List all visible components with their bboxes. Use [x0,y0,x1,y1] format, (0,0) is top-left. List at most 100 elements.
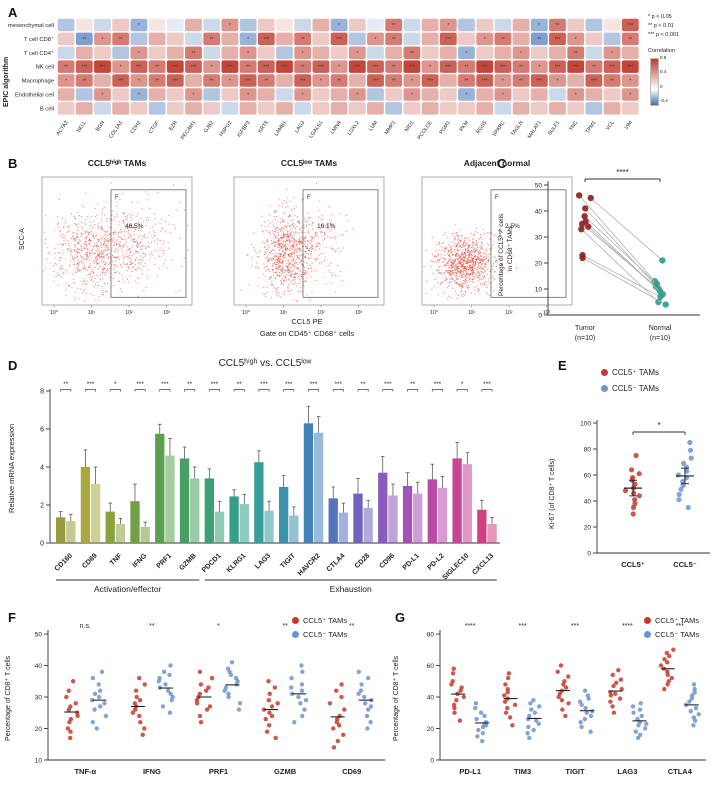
legend-g-neg-label: CCL5⁻ TAMs [655,630,700,639]
svg-text:0: 0 [538,312,542,319]
blue-dot-icon [292,631,299,638]
svg-text:mesenchymal cell: mesenchymal cell [8,23,54,29]
effector-y-axis-label: Percentage of CD8⁺ T cells [5,655,12,741]
svg-text:***: *** [161,381,169,388]
blue-dot-icon [644,631,651,638]
svg-text:16.1%: 16.1% [317,223,336,230]
svg-text:***: *** [136,381,144,388]
paired-y-axis-label-line1: Percentage of CCL5ʰⁱᵍʰ cells [498,213,505,296]
svg-text:30: 30 [35,694,43,701]
svg-text:GZMB: GZMB [178,552,198,572]
svg-text:CXCL13: CXCL13 [471,552,495,576]
svg-text:*: * [138,92,140,98]
svg-text:****: **** [465,623,476,630]
svg-text:*: * [217,623,220,630]
svg-text:PD-L2: PD-L2 [426,552,445,571]
svg-text:TNF-α: TNF-α [74,767,96,776]
svg-text:**: ** [519,65,523,71]
svg-text:CCL5⁺: CCL5⁺ [621,560,645,569]
svg-text:***: *** [81,65,87,71]
svg-text:T cell CD4⁺: T cell CD4⁺ [24,50,54,57]
svg-text:KRT8: KRT8 [257,120,270,134]
svg-text:**: ** [361,381,367,388]
svg-text:**: ** [149,623,155,630]
svg-text:LAG3: LAG3 [294,120,307,134]
svg-text:CTLA4: CTLA4 [668,767,693,776]
svg-text:0: 0 [587,550,591,557]
svg-text:2.5%: 2.5% [505,223,520,230]
svg-text:***: *** [172,79,178,85]
blue-dot-icon [601,385,608,392]
svg-text:0: 0 [40,540,44,547]
legend-ccl5-pos-label: CCL5⁺ TAMs [612,368,660,377]
svg-text:40: 40 [35,663,43,670]
svg-text:46.5%: 46.5% [125,223,144,230]
svg-text:***: *** [627,65,633,71]
svg-text:*: * [538,23,540,29]
svg-text:TIGIT: TIGIT [565,767,585,776]
flow-x-axis-label: CCL5 PE [291,317,323,326]
svg-text:**: ** [119,37,123,43]
svg-text:Normal: Normal [649,325,672,332]
svg-text:COL1A1: COL1A1 [108,120,124,140]
svg-text:***: *** [263,37,269,43]
svg-text:HSPG2: HSPG2 [219,120,234,138]
red-dot-icon [292,617,299,624]
svg-text:**: ** [64,65,68,71]
svg-text:****: **** [622,623,633,630]
svg-text:LAMB1: LAMB1 [273,120,288,137]
flow-y-axis-label: SCC-A [19,228,26,250]
svg-text:***: *** [555,65,561,71]
svg-text:10³: 10³ [355,310,363,316]
svg-text:**: ** [592,65,596,71]
colorbar-tick-4: -0.4 [660,98,668,103]
svg-text:***: *** [100,65,106,71]
svg-text:0: 0 [430,757,434,764]
svg-text:*: * [356,51,358,57]
svg-text:***: *** [300,79,306,85]
svg-text:***: *** [571,623,579,630]
svg-text:*: * [461,381,464,388]
svg-text:*: * [411,92,413,98]
panel-d-letter: D [8,358,18,373]
svg-text:20: 20 [535,260,543,267]
svg-text:**: ** [210,37,214,43]
svg-text:***: *** [373,65,379,71]
svg-text:10¹: 10¹ [88,310,96,316]
sig-legend-1: * p < 0.05 [648,14,672,20]
exhaustion-dotplot-canvas: 0 20 40 60 80 **** PD-L1 *** TIM3 *** TIGIT **** LAG… [427,623,706,776]
svg-text:*: * [138,79,140,85]
colorbar-tick-2: 0.4 [660,69,667,74]
svg-text:Macrophage: Macrophage [22,79,54,85]
svg-text:*: * [65,79,67,85]
svg-text:*: * [247,37,249,43]
svg-text:*: * [211,65,213,71]
svg-text:***: *** [482,79,488,85]
legend-f-neg-label: CCL5⁻ TAMs [303,630,348,639]
svg-text:PRF1: PRF1 [209,767,228,776]
legend-ccl5-pos: CCL5⁺ TAMs [601,368,659,377]
svg-text:***: *** [118,79,124,85]
svg-text:20: 20 [584,524,592,531]
svg-text:PGM1: PGM1 [439,120,452,136]
svg-text:***: *** [310,381,318,388]
svg-text:*: * [611,51,613,57]
svg-text:*: * [429,65,431,71]
svg-text:PRF1: PRF1 [155,552,173,570]
svg-text:20: 20 [427,726,435,733]
svg-text:B cell: B cell [40,106,54,112]
svg-text:PKM: PKM [459,120,470,133]
svg-text:**: ** [264,79,268,85]
svg-text:*: * [247,92,249,98]
svg-text:IFNG: IFNG [132,552,149,569]
svg-text:***: *** [336,37,342,43]
svg-text:***: *** [172,65,178,71]
svg-text:*: * [375,37,377,43]
svg-text:*: * [520,51,522,57]
svg-text:PDCD1: PDCD1 [201,552,223,574]
sig-legend-2: ** p < 0.01 [648,23,674,29]
svg-text:*: * [102,37,104,43]
svg-text:*: * [193,92,195,98]
svg-text:*: * [229,23,231,29]
